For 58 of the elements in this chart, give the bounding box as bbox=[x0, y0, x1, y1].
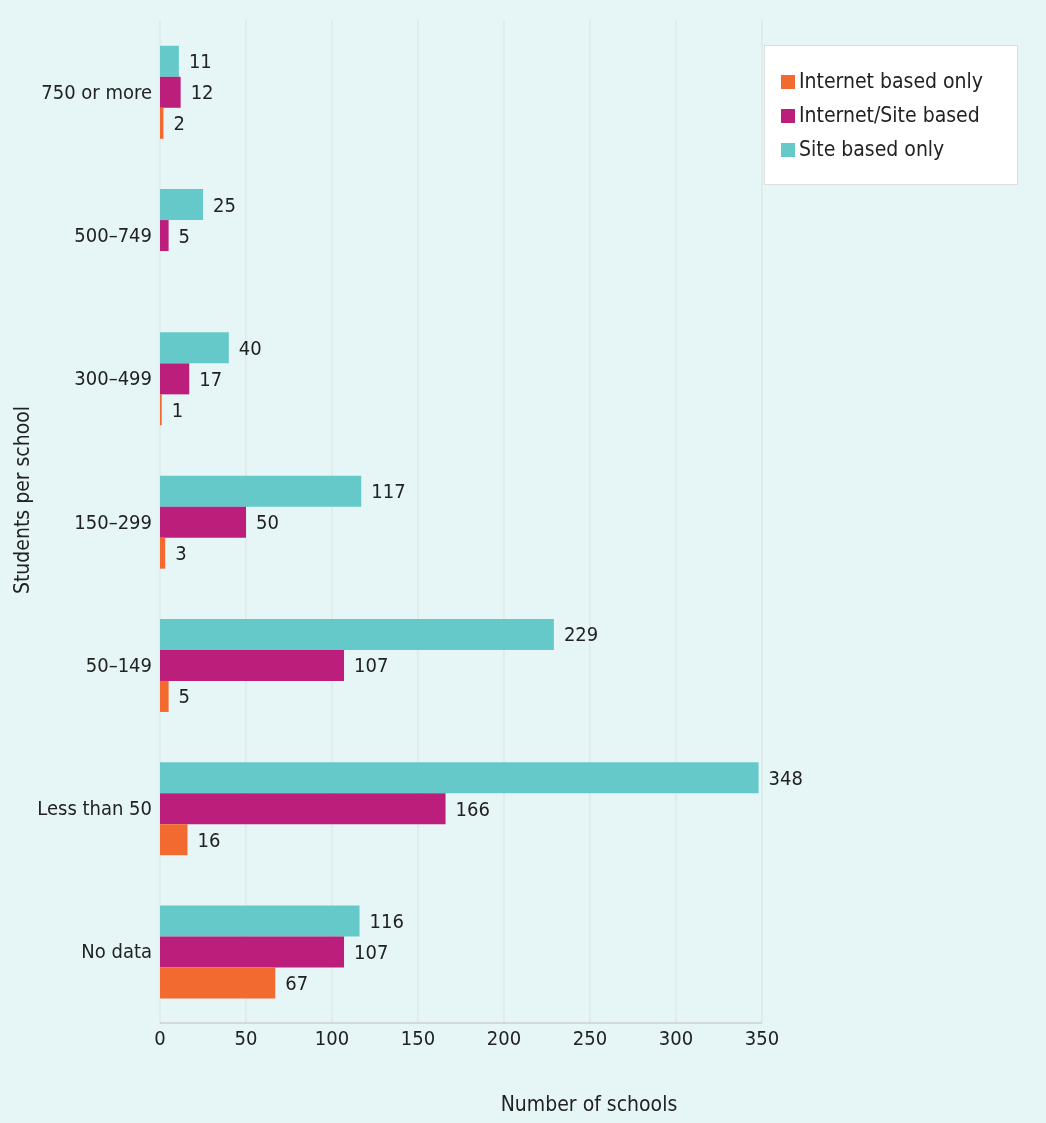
bar bbox=[160, 220, 169, 252]
bar bbox=[160, 905, 360, 937]
y-tick-label: 300–499 bbox=[74, 366, 152, 391]
data-label: 348 bbox=[768, 765, 803, 790]
data-label: 116 bbox=[369, 909, 404, 934]
legend-label: Internet/Site based bbox=[799, 103, 980, 127]
bar bbox=[160, 936, 345, 968]
data-label: 5 bbox=[178, 684, 191, 709]
data-label: 67 bbox=[285, 971, 309, 996]
bar bbox=[160, 793, 446, 825]
x-tick-label: 100 bbox=[314, 1026, 350, 1051]
x-tick-label: 50 bbox=[234, 1026, 258, 1051]
data-label: 11 bbox=[188, 49, 212, 74]
data-label: 25 bbox=[213, 192, 236, 217]
x-tick-label: 250 bbox=[572, 1026, 608, 1051]
data-label: 12 bbox=[190, 80, 214, 105]
bar bbox=[160, 649, 345, 681]
bar bbox=[160, 45, 179, 77]
data-label: 107 bbox=[354, 940, 389, 965]
data-label: 117 bbox=[371, 479, 406, 504]
y-tick-label: 150–299 bbox=[74, 509, 152, 534]
data-label: 40 bbox=[238, 335, 262, 360]
legend-label: Site based only bbox=[799, 137, 945, 161]
bar bbox=[160, 537, 166, 569]
bar bbox=[160, 967, 276, 999]
bar bbox=[160, 618, 554, 650]
data-label: 1 bbox=[171, 397, 184, 422]
bar bbox=[160, 189, 203, 221]
data-label: 166 bbox=[455, 796, 490, 821]
legend-label: Internet based only bbox=[799, 69, 983, 93]
data-label: 50 bbox=[256, 510, 279, 535]
x-tick-label: 350 bbox=[744, 1026, 780, 1051]
bar bbox=[160, 762, 759, 794]
y-tick-label: 50–149 bbox=[85, 652, 152, 677]
data-label: 5 bbox=[178, 223, 191, 248]
x-tick-label: 300 bbox=[658, 1026, 694, 1051]
data-label: 3 bbox=[175, 541, 187, 566]
bar bbox=[160, 475, 362, 507]
x-tick-label: 200 bbox=[486, 1026, 522, 1051]
data-label: 229 bbox=[563, 622, 599, 647]
data-label: 2 bbox=[173, 111, 185, 136]
data-label: 17 bbox=[199, 366, 223, 391]
x-tick-label: 0 bbox=[154, 1026, 166, 1051]
bar bbox=[160, 680, 169, 712]
bar bbox=[160, 76, 181, 108]
y-axis-title: Students per school bbox=[10, 405, 34, 595]
x-axis-title: Number of schools bbox=[499, 1092, 679, 1116]
data-label: 16 bbox=[197, 827, 221, 852]
data-label: 107 bbox=[354, 653, 389, 678]
bar bbox=[160, 506, 246, 538]
bar bbox=[160, 332, 229, 364]
y-tick-label: 750 or more bbox=[41, 79, 152, 104]
y-tick-label: Less than 50 bbox=[37, 796, 152, 821]
bar bbox=[160, 824, 188, 856]
y-tick-label: No data bbox=[81, 939, 152, 964]
x-tick-label: 150 bbox=[400, 1026, 436, 1051]
y-tick-label: 500–749 bbox=[74, 223, 152, 248]
bar bbox=[160, 363, 190, 395]
